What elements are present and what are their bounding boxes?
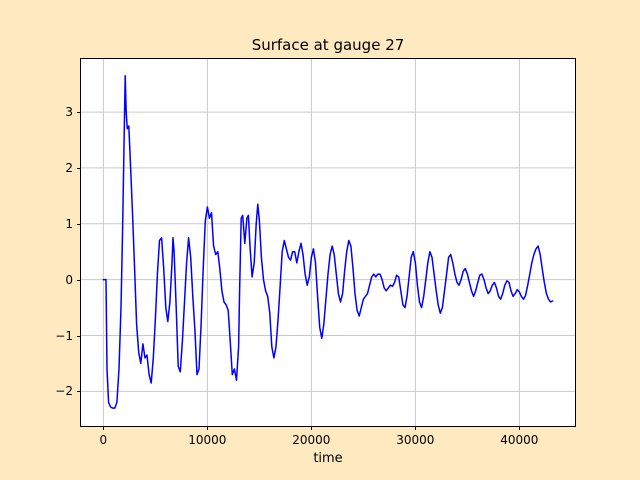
y-tick-label: 1 (65, 216, 73, 231)
x-tick-mark (103, 426, 105, 430)
y-tick-label: −2 (55, 384, 73, 399)
y-tick-label: 0 (65, 272, 73, 287)
x-tick-mark (207, 426, 209, 430)
x-tick-mark (519, 426, 521, 430)
surface-line (102, 75, 554, 409)
plot-area (80, 58, 576, 427)
y-tick-mark (77, 112, 81, 114)
y-tick-mark (77, 167, 81, 169)
line-chart-svg (81, 59, 575, 426)
y-tick-label: −1 (55, 328, 73, 343)
y-tick-mark (77, 391, 81, 393)
chart-title: Surface at gauge 27 (251, 36, 405, 54)
x-tick-label: 20000 (292, 433, 331, 447)
y-tick-mark (77, 279, 81, 281)
x-tick-label: 0 (99, 433, 108, 447)
x-tick-label: 40000 (500, 433, 539, 447)
y-tick-label: 2 (65, 160, 73, 175)
x-tick-mark (311, 426, 313, 430)
y-tick-mark (77, 335, 81, 337)
x-axis-label: time (313, 451, 343, 466)
x-tick-mark (415, 426, 417, 430)
y-tick-mark (77, 223, 81, 225)
y-tick-label: 3 (65, 105, 73, 120)
x-tick-label: 30000 (396, 433, 435, 447)
x-tick-label: 10000 (188, 433, 227, 447)
